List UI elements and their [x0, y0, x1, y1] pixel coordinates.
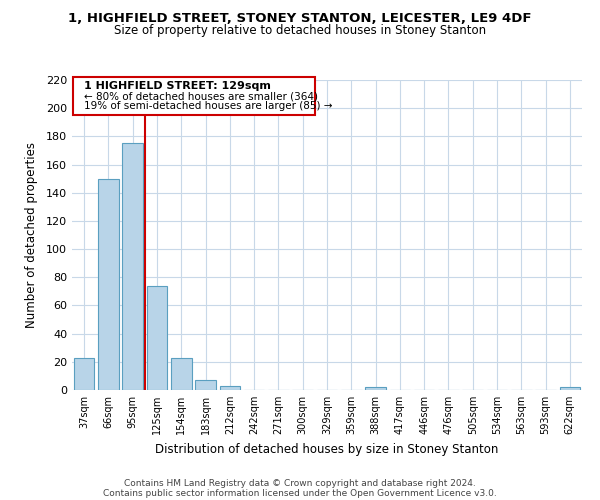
Text: 1, HIGHFIELD STREET, STONEY STANTON, LEICESTER, LE9 4DF: 1, HIGHFIELD STREET, STONEY STANTON, LEI… — [68, 12, 532, 26]
Bar — [74, 358, 94, 390]
Bar — [365, 387, 386, 390]
Text: 19% of semi-detached houses are larger (85) →: 19% of semi-detached houses are larger (… — [84, 101, 332, 111]
Text: Contains HM Land Registry data © Crown copyright and database right 2024.: Contains HM Land Registry data © Crown c… — [124, 478, 476, 488]
Bar — [146, 286, 167, 390]
Text: 1 HIGHFIELD STREET: 129sqm: 1 HIGHFIELD STREET: 129sqm — [84, 80, 271, 90]
Y-axis label: Number of detached properties: Number of detached properties — [25, 142, 38, 328]
Bar — [195, 380, 216, 390]
Text: Size of property relative to detached houses in Stoney Stanton: Size of property relative to detached ho… — [114, 24, 486, 37]
Bar — [98, 178, 119, 390]
Bar — [171, 358, 191, 390]
Bar — [220, 386, 240, 390]
Bar — [122, 144, 143, 390]
FancyBboxPatch shape — [73, 77, 315, 115]
X-axis label: Distribution of detached houses by size in Stoney Stanton: Distribution of detached houses by size … — [155, 442, 499, 456]
Bar — [560, 387, 580, 390]
Text: ← 80% of detached houses are smaller (364): ← 80% of detached houses are smaller (36… — [84, 92, 318, 102]
Text: Contains public sector information licensed under the Open Government Licence v3: Contains public sector information licen… — [103, 488, 497, 498]
